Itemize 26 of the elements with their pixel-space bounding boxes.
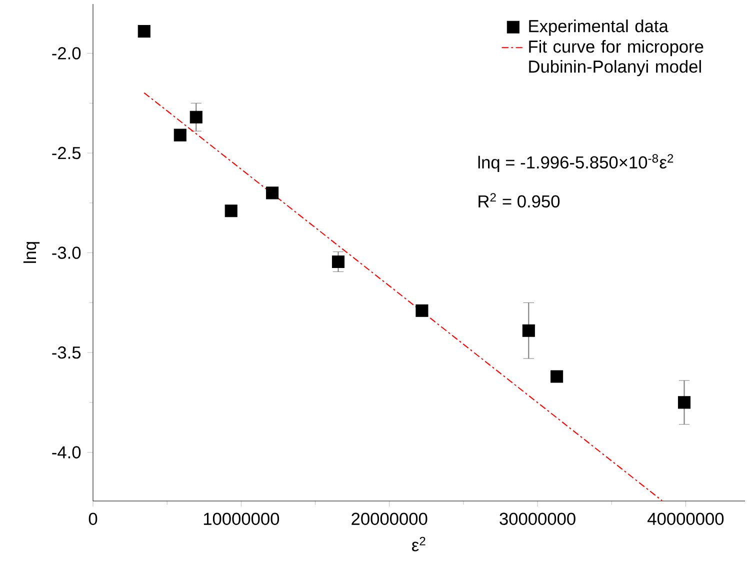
x-tick-label: 30000000 [500,512,576,525]
point [522,324,535,337]
point [678,396,691,409]
y-tick-label: -4.0 [52,446,81,458]
point [224,204,238,218]
x-tick-label: 20000000 [352,512,428,525]
x-tick-label: 40000000 [648,512,724,525]
x-axis-title: ε$^{2}$ [412,536,426,552]
point [416,304,428,317]
y-tick-label: -2.0 [52,47,81,60]
y-tick-label: -2.5 [52,146,81,160]
y-tick-label: -3.5 [52,346,81,359]
point [138,25,150,38]
point [550,370,564,383]
point [190,110,202,124]
point [332,256,345,268]
legend-label: Fit curve for micropore Dubinin-Polanyi model [529,40,704,76]
annotation: lnq = -1.996-5.850×10$^{-8}$ε$^{2}$ [478,154,674,172]
legend-label: Experimental data [529,20,668,36]
point [266,186,279,200]
point [174,128,186,142]
y-tick-label: -3.0 [52,246,81,259]
x-tick-label: 10000000 [204,512,280,525]
annotation: R$^{2}$ = 0.950 [478,193,560,208]
x-tick-label: 0 [88,512,98,525]
y-axis-title: lnq [23,242,40,263]
